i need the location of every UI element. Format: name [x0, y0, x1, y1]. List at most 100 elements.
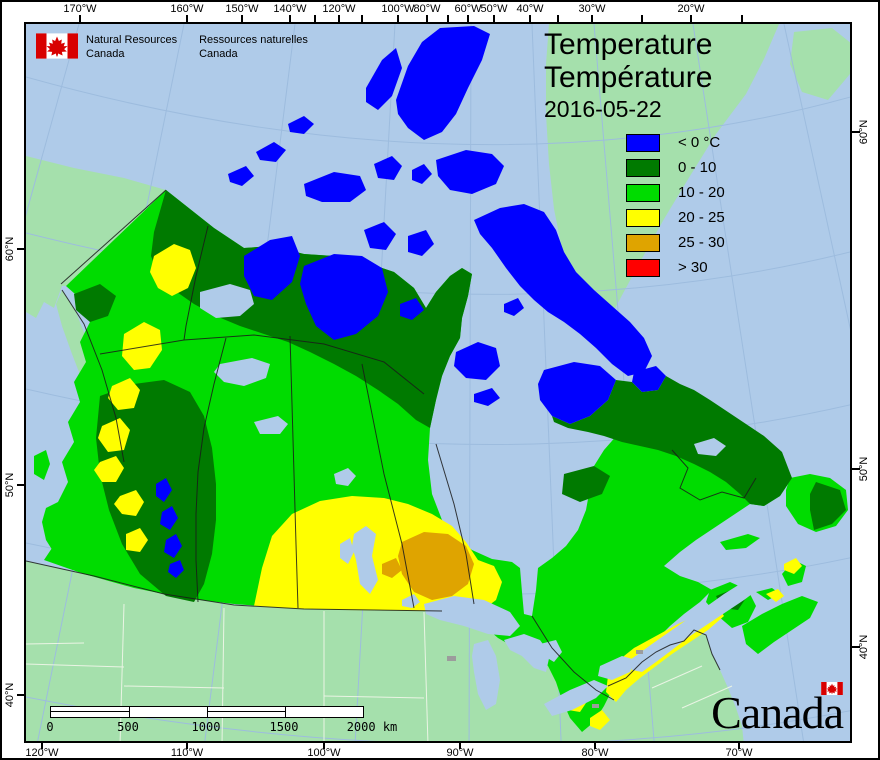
wordmark-text: Canada	[711, 687, 844, 738]
scale-segment	[51, 707, 129, 717]
longitude-label-top: 30°W	[578, 3, 606, 15]
axis-tick	[529, 15, 531, 22]
longitude-label-bottom: 100°W	[307, 747, 341, 759]
signature-en-line2: Canada	[86, 48, 125, 60]
title-date: 2016-05-22	[544, 96, 662, 122]
legend-row: 10 - 20	[626, 183, 725, 202]
longitude-label-top: 120°W	[322, 3, 356, 15]
longitude-label-bottom: 70°W	[725, 747, 753, 759]
axis-tick	[426, 15, 428, 22]
zone-lt0	[156, 26, 666, 578]
scale-segment	[129, 707, 207, 717]
axis-tick	[41, 743, 43, 749]
st-lawrence-river	[630, 576, 760, 672]
title-french: Température	[544, 61, 713, 94]
legend-swatch	[626, 208, 660, 227]
longitude-label-bottom: 80°W	[581, 747, 609, 759]
longitude-label-top: 50°W	[480, 3, 508, 15]
longitude-label-bottom: 110°W	[170, 747, 204, 759]
haida-gwaii	[34, 450, 50, 480]
nrcan-signature: Natural Resources Canada Ressources natu…	[36, 33, 330, 61]
longitude-label-top: 20°W	[677, 3, 705, 15]
banks-island	[244, 236, 300, 300]
wordmark-flag-icon	[821, 682, 843, 695]
axis-tick	[323, 743, 325, 749]
anticosti	[720, 534, 760, 550]
signature-fr-line1: Ressources naturelles	[199, 34, 308, 46]
axis-tick	[289, 15, 291, 22]
longitude-label-top: 100°W	[381, 3, 415, 15]
axis-tick	[241, 15, 243, 22]
legend-label: 25 - 30	[678, 234, 725, 251]
axis-tick	[591, 15, 593, 22]
signature-french: Ressources naturelles Canada	[199, 33, 308, 61]
greenland	[546, 24, 779, 329]
legend-row: 20 - 25	[626, 208, 725, 227]
greenland-island	[790, 28, 850, 100]
axis-tick	[314, 15, 316, 22]
legend-row: > 30	[626, 258, 725, 277]
vancouver-island	[42, 500, 78, 556]
scale-segment	[207, 707, 285, 717]
scale-bar: 0 500 1000 1500 2000 km	[46, 706, 450, 741]
legend-swatch	[626, 233, 660, 252]
great-bear-lake	[200, 284, 254, 318]
lake-erie	[544, 680, 608, 716]
signature-en-line1: Natural Resources	[86, 34, 178, 46]
scale-label: 500	[117, 720, 139, 734]
signature-english: Natural Resources Canada	[86, 33, 177, 61]
axis-tick	[852, 646, 860, 648]
longitude-label-top: 140°W	[273, 3, 307, 15]
lake-michigan	[472, 640, 500, 710]
axis-tick	[594, 743, 596, 749]
latitude-label-left: 60°N	[4, 236, 16, 262]
legend-label: > 30	[678, 259, 708, 276]
legend-row: < 0 °C	[626, 133, 725, 152]
devon-island	[436, 150, 504, 194]
axis-tick	[690, 15, 692, 22]
lake-superior	[424, 596, 520, 636]
legend-swatch	[626, 158, 660, 177]
map-title-block: Temperature Température 2016-05-22	[544, 28, 712, 124]
axis-tick	[338, 15, 340, 22]
axis-tick	[738, 743, 740, 749]
zone-25-30	[382, 532, 474, 600]
scale-bar-graphic	[50, 706, 364, 718]
longitude-label-top: 170°W	[63, 3, 97, 15]
axis-tick	[447, 15, 449, 22]
canada-temperature-map	[26, 24, 850, 741]
axis-tick	[17, 484, 24, 486]
legend-rows: < 0 °C 0 - 10 10 - 20 20 - 25 25 - 30 > 30	[626, 133, 725, 277]
title-english: Temperature	[544, 28, 713, 61]
axis-tick	[641, 15, 643, 22]
legend-label: 20 - 25	[678, 209, 725, 226]
scale-label: 1000	[191, 720, 221, 734]
legend-label: 0 - 10	[678, 159, 717, 176]
legend-label: < 0 °C	[678, 134, 721, 151]
axis-tick	[459, 743, 461, 749]
axis-tick	[493, 15, 495, 22]
axis-tick	[186, 15, 188, 22]
legend-swatch	[626, 258, 660, 277]
state-lines	[26, 603, 733, 741]
baffin-island	[474, 204, 652, 376]
scale-bar-labels: 0 500 1000 1500 2000 km	[46, 720, 450, 736]
southampton-island	[454, 342, 500, 380]
axis-tick	[397, 15, 399, 22]
axis-tick	[17, 694, 24, 696]
longitude-label-top: 160°W	[170, 3, 204, 15]
axis-tick	[361, 15, 363, 22]
canada-flag-icon	[36, 33, 78, 59]
map-area: Natural Resources Canada Ressources natu…	[24, 22, 852, 743]
longitude-label-top: 60°W	[454, 3, 482, 15]
longitude-label-top: 80°W	[413, 3, 441, 15]
inland-waters	[200, 284, 760, 716]
lake-winnipeg	[352, 526, 378, 594]
axis-tick	[852, 131, 860, 133]
axis-tick	[557, 15, 559, 22]
legend-label: 10 - 20	[678, 184, 725, 201]
axis-tick	[741, 15, 743, 22]
longitude-label-bottom: 120°W	[25, 747, 59, 759]
longitude-label-top: 40°W	[516, 3, 544, 15]
